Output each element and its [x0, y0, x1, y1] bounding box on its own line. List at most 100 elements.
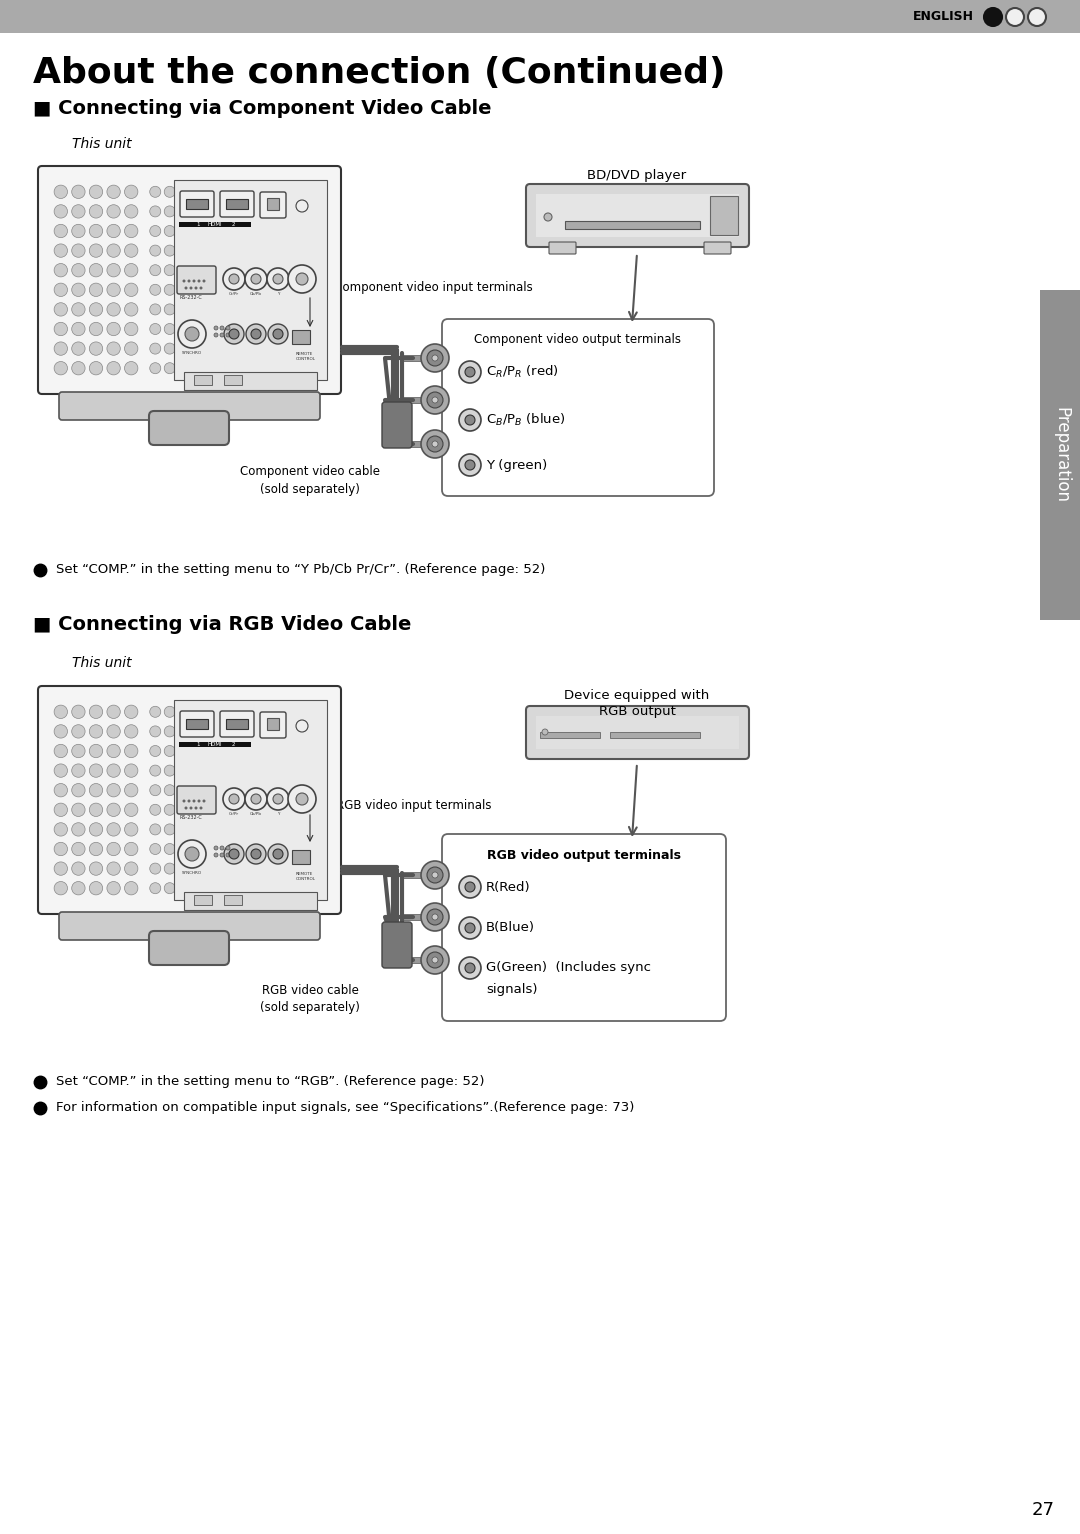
Circle shape: [164, 265, 175, 276]
Text: G(Green)  (Includes sync: G(Green) (Includes sync: [486, 962, 651, 974]
Circle shape: [465, 923, 475, 933]
Circle shape: [90, 842, 103, 856]
Bar: [710, 196, 738, 235]
Bar: [184, 891, 318, 910]
Circle shape: [150, 344, 161, 354]
Circle shape: [150, 882, 161, 894]
Text: HDMI: HDMI: [207, 741, 221, 747]
Circle shape: [90, 204, 103, 218]
Circle shape: [183, 799, 186, 802]
Circle shape: [150, 245, 161, 256]
Circle shape: [124, 224, 138, 238]
Circle shape: [192, 279, 195, 282]
Circle shape: [164, 225, 175, 236]
Circle shape: [71, 224, 85, 238]
Text: For information on compatible input signals, see “Specifications”.(Reference pag: For information on compatible input sign…: [56, 1101, 634, 1115]
Circle shape: [164, 746, 175, 756]
Circle shape: [150, 785, 161, 796]
Text: Device equipped with: Device equipped with: [565, 689, 710, 703]
Circle shape: [164, 284, 175, 296]
Bar: [610, 732, 700, 738]
Circle shape: [124, 204, 138, 218]
Circle shape: [107, 764, 120, 778]
Circle shape: [459, 454, 481, 476]
Circle shape: [90, 322, 103, 336]
Text: Set “COMP.” in the setting menu to “Y Pb/Cb Pr/Cr”. (Reference page: 52): Set “COMP.” in the setting menu to “Y Pb…: [56, 563, 545, 577]
Circle shape: [90, 264, 103, 278]
Circle shape: [164, 245, 175, 256]
Circle shape: [188, 799, 190, 802]
FancyBboxPatch shape: [180, 192, 214, 216]
Text: Cr/Pr: Cr/Pr: [229, 291, 239, 296]
Text: HDMI: HDMI: [207, 221, 221, 227]
Text: 27: 27: [1031, 1500, 1054, 1519]
Bar: [174, 700, 327, 900]
Circle shape: [71, 244, 85, 258]
Text: 1: 1: [195, 741, 200, 747]
Circle shape: [544, 213, 552, 221]
Circle shape: [54, 882, 67, 894]
Text: RGB video cable: RGB video cable: [261, 983, 359, 997]
Circle shape: [107, 244, 120, 258]
Circle shape: [124, 764, 138, 778]
Circle shape: [54, 842, 67, 856]
Circle shape: [107, 822, 120, 836]
Circle shape: [432, 397, 438, 403]
Circle shape: [90, 186, 103, 198]
Circle shape: [222, 268, 245, 290]
Text: 2: 2: [232, 741, 235, 747]
Text: B(Blue): B(Blue): [486, 922, 535, 934]
Circle shape: [432, 354, 438, 360]
Text: RGB video output terminals: RGB video output terminals: [487, 848, 681, 862]
FancyBboxPatch shape: [59, 913, 320, 940]
Circle shape: [124, 302, 138, 316]
Circle shape: [54, 362, 67, 374]
Circle shape: [251, 795, 261, 804]
Circle shape: [427, 867, 443, 884]
Text: This unit: This unit: [72, 657, 132, 670]
Circle shape: [459, 917, 481, 939]
Circle shape: [459, 410, 481, 431]
FancyBboxPatch shape: [59, 393, 320, 420]
Text: Y: Y: [276, 811, 280, 816]
Circle shape: [245, 788, 267, 810]
Circle shape: [251, 328, 261, 339]
Circle shape: [164, 765, 175, 776]
Circle shape: [432, 871, 438, 877]
Text: Cr/Pr: Cr/Pr: [229, 811, 239, 816]
Circle shape: [245, 268, 267, 290]
Bar: [194, 374, 212, 385]
Circle shape: [164, 882, 175, 894]
Circle shape: [90, 362, 103, 374]
Circle shape: [465, 416, 475, 425]
Circle shape: [432, 440, 438, 446]
Circle shape: [150, 304, 161, 314]
Circle shape: [421, 946, 449, 974]
Text: Set “COMP.” in the setting menu to “RGB”. (Reference page: 52): Set “COMP.” in the setting menu to “RGB”…: [56, 1075, 485, 1089]
Circle shape: [54, 322, 67, 336]
Circle shape: [465, 963, 475, 973]
Bar: [267, 198, 279, 210]
Text: To component video input terminals: To component video input terminals: [320, 282, 532, 295]
Circle shape: [54, 342, 67, 356]
Bar: [174, 179, 327, 380]
FancyBboxPatch shape: [526, 706, 750, 759]
Circle shape: [194, 807, 198, 810]
Circle shape: [268, 844, 288, 864]
Circle shape: [71, 302, 85, 316]
Text: Y: Y: [276, 291, 280, 296]
Circle shape: [224, 844, 244, 864]
Circle shape: [421, 344, 449, 373]
Circle shape: [54, 804, 67, 816]
Circle shape: [71, 842, 85, 856]
Circle shape: [71, 764, 85, 778]
Circle shape: [226, 327, 230, 330]
Bar: [194, 894, 212, 905]
Circle shape: [150, 844, 161, 854]
Circle shape: [150, 804, 161, 815]
FancyBboxPatch shape: [220, 710, 254, 736]
Circle shape: [54, 724, 67, 738]
Circle shape: [71, 322, 85, 336]
Bar: [224, 374, 242, 385]
Bar: [536, 193, 739, 236]
